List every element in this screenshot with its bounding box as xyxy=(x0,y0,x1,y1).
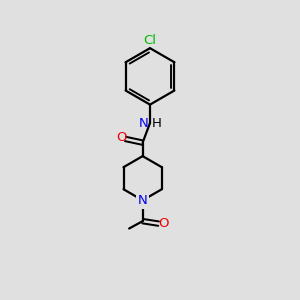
Text: O: O xyxy=(158,217,168,230)
Text: O: O xyxy=(116,131,127,144)
Text: N: N xyxy=(138,116,148,130)
Text: Cl: Cl xyxy=(143,34,157,47)
Text: H: H xyxy=(152,116,162,130)
Text: N: N xyxy=(138,194,148,207)
